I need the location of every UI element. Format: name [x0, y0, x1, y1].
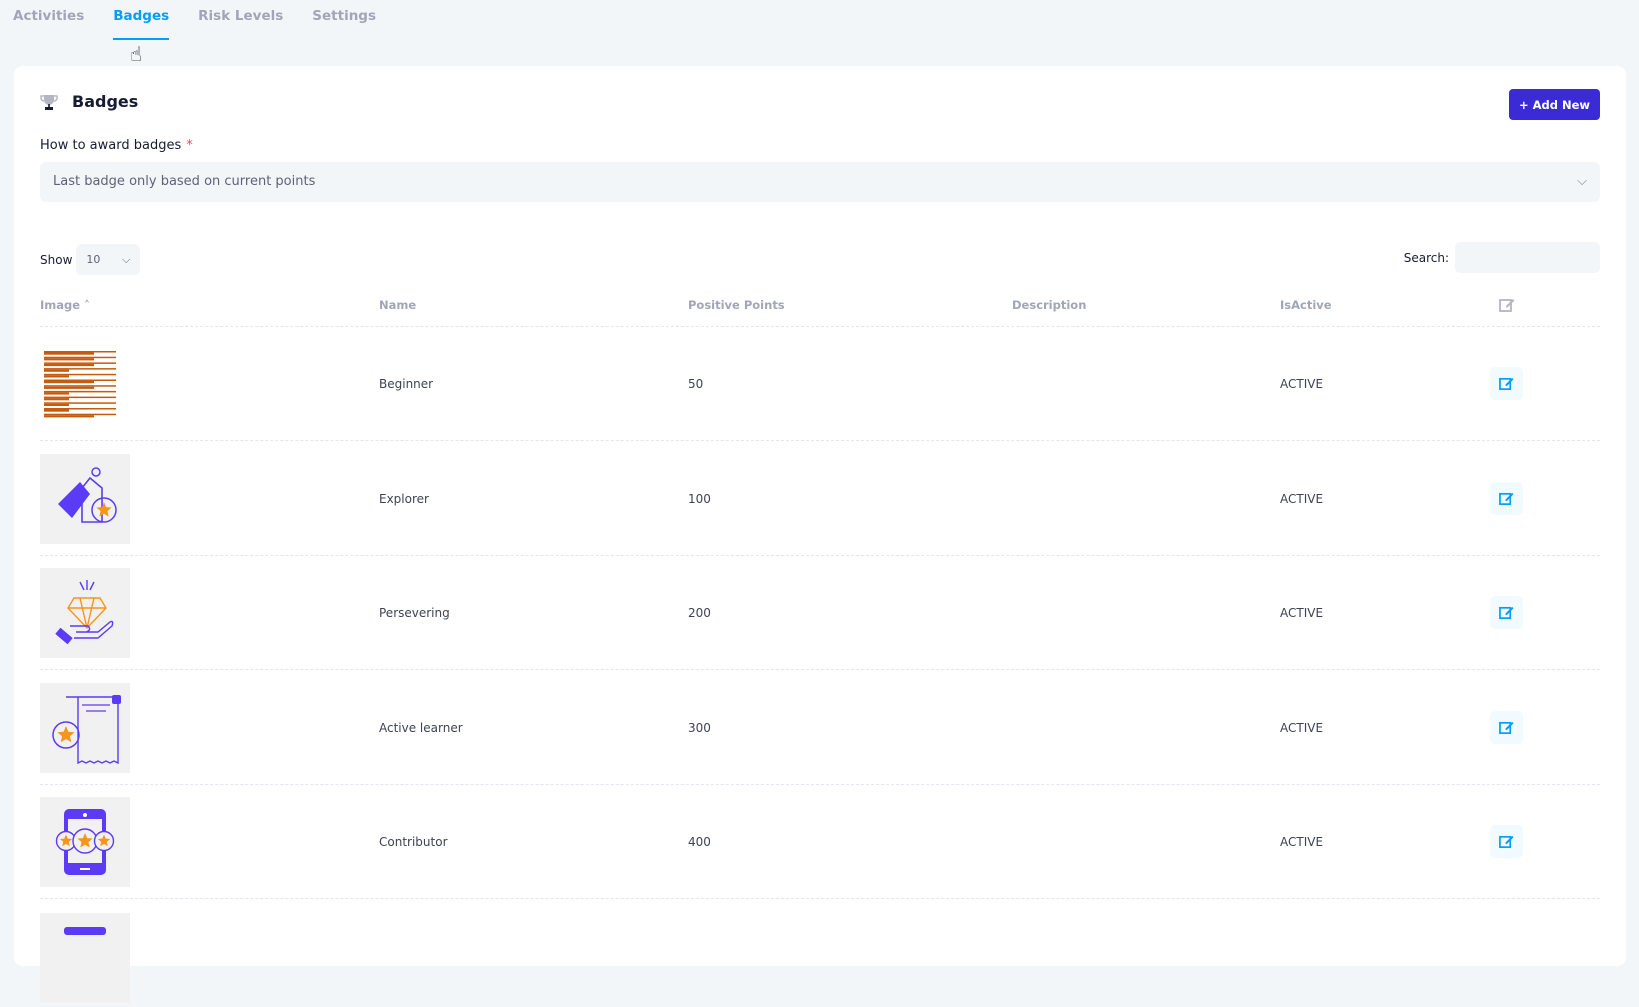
- add-new-button[interactable]: + Add New: [1509, 89, 1600, 120]
- award-method-value: Last badge only based on current points: [53, 174, 316, 189]
- award-method-select[interactable]: Last badge only based on current points ⌵: [40, 162, 1600, 202]
- award-label-text: How to award badges: [40, 138, 182, 153]
- badge-points: 100: [688, 491, 711, 506]
- search-input[interactable]: [1455, 242, 1600, 273]
- hand-cursor-icon: ☝: [130, 42, 143, 66]
- badge-name: Persevering: [379, 606, 450, 620]
- badge-points: 300: [688, 720, 711, 735]
- badge-points: 50: [688, 377, 704, 391]
- badge-name: Contributor: [379, 835, 448, 849]
- show-label: Show: [40, 252, 73, 267]
- receipt-star-image-graphic: [52, 694, 121, 764]
- sort-asc-icon: ˄: [84, 298, 90, 312]
- badge-name: Beginner: [379, 377, 434, 391]
- hand-diamond-image: [40, 568, 130, 658]
- chevron-down-icon: ⌵: [122, 253, 131, 266]
- table-row: Beginner 50 ACTIVE: [40, 327, 1600, 441]
- badge-status: ACTIVE: [1280, 606, 1324, 620]
- edit-icon: [1499, 377, 1514, 390]
- col-image-label: Image: [40, 298, 81, 312]
- striped-badge-image: [40, 339, 130, 429]
- required-marker: *: [186, 138, 193, 153]
- tab-risk-levels[interactable]: Risk Levels: [198, 8, 284, 24]
- edit-button[interactable]: [1490, 825, 1523, 858]
- col-positive-points[interactable]: Positive Points: [688, 298, 785, 312]
- award-label: How to award badges *: [40, 138, 193, 153]
- phone-stars-image-graphic: [55, 809, 115, 875]
- tag-star-image: [40, 453, 130, 544]
- edit-button[interactable]: [1490, 481, 1523, 515]
- tab-badges[interactable]: Badges: [113, 8, 170, 40]
- table-header: Image ˄ Name Positive Points Description…: [40, 288, 1600, 327]
- page-title: Badges: [72, 92, 139, 111]
- search-control: Search:: [1404, 242, 1600, 273]
- edit-icon: [1499, 721, 1514, 734]
- hand-diamond-image-graphic: [55, 580, 114, 645]
- edit-icon: [1499, 492, 1514, 505]
- edit-button[interactable]: [1490, 596, 1523, 629]
- tab-settings[interactable]: Settings: [312, 8, 377, 24]
- table-row: Explorer 100 ACTIVE: [40, 442, 1600, 556]
- card-header: Badges: [40, 92, 138, 111]
- table-row: Contributor 400 ACTIVE: [40, 785, 1600, 899]
- receipt-star-image: [40, 682, 130, 773]
- table-row: Active learner 300 ACTIVE: [40, 671, 1600, 785]
- badge-status: ACTIVE: [1280, 377, 1324, 391]
- col-image[interactable]: Image ˄: [40, 298, 90, 312]
- page-size-select[interactable]: 10 ⌵: [76, 244, 141, 275]
- page-size-control: Show 10 ⌵: [40, 244, 141, 275]
- striped-badge-image-graphic: [40, 339, 130, 429]
- edit-icon: [1499, 606, 1514, 619]
- col-isactive[interactable]: IsActive: [1280, 298, 1332, 312]
- badge-points: 200: [688, 606, 711, 620]
- table-row: Persevering 200 ACTIVE: [40, 556, 1600, 670]
- badge-name: Explorer: [379, 491, 429, 506]
- phone-stars-image: [40, 797, 130, 887]
- badge-status: ACTIVE: [1280, 720, 1324, 735]
- badge-points: 400: [688, 835, 711, 849]
- badges-card: Badges + Add New How to award badges * La…: [14, 66, 1626, 1003]
- chevron-down-icon: ⌵: [1577, 174, 1587, 189]
- edit-icon: [1499, 299, 1515, 312]
- badge-name: Active learner: [379, 720, 463, 735]
- tab-bar: Activities Badges Risk Levels Settings: [13, 8, 376, 40]
- badge-status: ACTIVE: [1280, 491, 1324, 506]
- badge-image-partial: [40, 913, 130, 1003]
- trophy-icon: [40, 94, 58, 110]
- badge-status: ACTIVE: [1280, 835, 1324, 849]
- search-label: Search:: [1403, 250, 1449, 265]
- edit-button[interactable]: [1490, 710, 1523, 744]
- edit-button[interactable]: [1490, 367, 1523, 400]
- edit-icon: [1499, 835, 1514, 848]
- tab-activities[interactable]: Activities: [13, 8, 85, 24]
- col-name[interactable]: Name: [379, 298, 417, 312]
- page-size-value: 10: [86, 253, 101, 266]
- col-description[interactable]: Description: [1012, 298, 1087, 312]
- tag-star-image-graphic: [58, 466, 117, 523]
